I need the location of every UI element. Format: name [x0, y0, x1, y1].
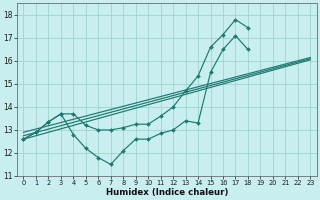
X-axis label: Humidex (Indice chaleur): Humidex (Indice chaleur) — [106, 188, 228, 197]
